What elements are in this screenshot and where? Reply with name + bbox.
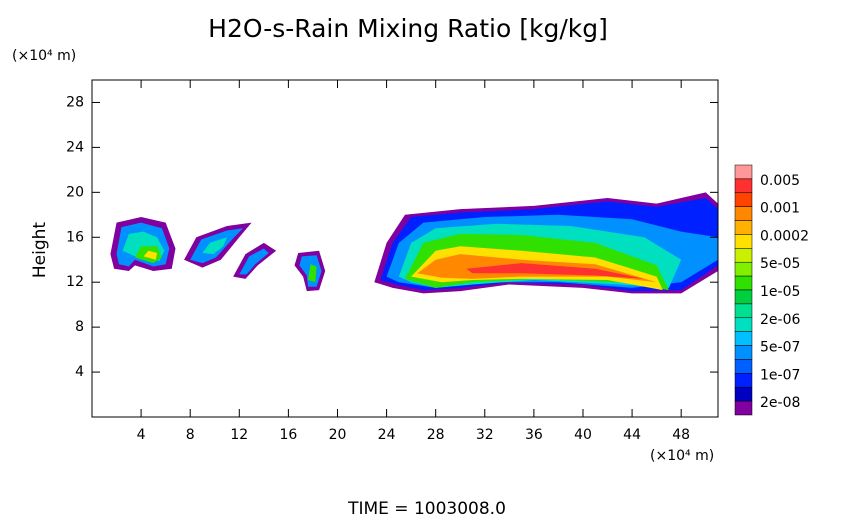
x-tick-label: 24 xyxy=(378,427,396,443)
colorbar-box xyxy=(734,261,753,277)
colorbar-box xyxy=(734,303,753,319)
x-tick-label: 32 xyxy=(476,427,494,443)
y-tick-label: 16 xyxy=(66,229,84,245)
y-tick-label: 12 xyxy=(66,274,84,290)
x-tick-label: 12 xyxy=(230,427,248,443)
footer: TIME = 1003008.0 xyxy=(347,499,506,519)
x-tick-label: 36 xyxy=(525,427,543,443)
x-tick-label: 20 xyxy=(329,427,347,443)
x-tick-label: 28 xyxy=(427,427,445,443)
colorbar-label: 0.0002 xyxy=(760,228,809,244)
colorbar-label: 1e-05 xyxy=(760,284,800,300)
y-tick-label: 28 xyxy=(66,94,84,110)
colorbar-box xyxy=(734,164,753,180)
y-tick-label: 24 xyxy=(66,139,84,155)
y-unit: (×10⁴ m) xyxy=(12,48,76,64)
contour-fill xyxy=(143,250,158,260)
colorbar-box xyxy=(734,220,753,235)
colorbar-box xyxy=(734,345,753,360)
colorbar-label: 0.005 xyxy=(760,173,800,189)
x-tick-label: 16 xyxy=(279,427,297,443)
colorbar-box xyxy=(734,373,753,388)
x-tick-label: 4 xyxy=(137,427,146,443)
chart-title: H2O-s-Rain Mixing Ratio [kg/kg] xyxy=(208,14,608,43)
x-tick-label: 44 xyxy=(623,427,641,443)
colorbar-label: 1e-07 xyxy=(760,367,800,383)
contour-fill xyxy=(202,237,228,255)
colorbar-box xyxy=(734,192,753,207)
colorbar-box xyxy=(734,359,753,374)
colorbar-box xyxy=(734,400,753,416)
colorbar-label: 2e-08 xyxy=(760,395,800,411)
colorbar-label: 5e-07 xyxy=(760,340,800,356)
plot-frame xyxy=(91,79,719,418)
colorbar-box xyxy=(734,289,753,305)
plot-area xyxy=(110,192,718,294)
colorbar-box xyxy=(734,317,753,332)
y-tick-label: 4 xyxy=(75,364,84,380)
contour-fill xyxy=(466,263,645,279)
y-axis-label: Height xyxy=(30,222,50,279)
x-tick-label: 40 xyxy=(574,427,592,443)
x-tick-label: 48 xyxy=(672,427,690,443)
y-tick-label: 20 xyxy=(66,184,84,200)
colorbar-box xyxy=(734,178,753,194)
colorbar-box xyxy=(734,206,753,221)
x-unit: (×10⁴ m) xyxy=(650,448,714,464)
colorbar-box xyxy=(734,234,753,249)
colorbar-box xyxy=(734,386,753,402)
x-tick-label: 8 xyxy=(186,427,195,443)
contour-fill xyxy=(239,248,269,275)
colorbar-box xyxy=(734,275,753,291)
colorbar-label: 0.001 xyxy=(760,201,800,217)
colorbar-label: 5e-05 xyxy=(760,256,800,272)
y-tick-label: 8 xyxy=(75,319,84,335)
colorbar-box xyxy=(734,331,753,346)
colorbar-box xyxy=(734,248,753,263)
contour-fill xyxy=(308,264,317,283)
colorbar-label: 2e-06 xyxy=(760,312,800,328)
